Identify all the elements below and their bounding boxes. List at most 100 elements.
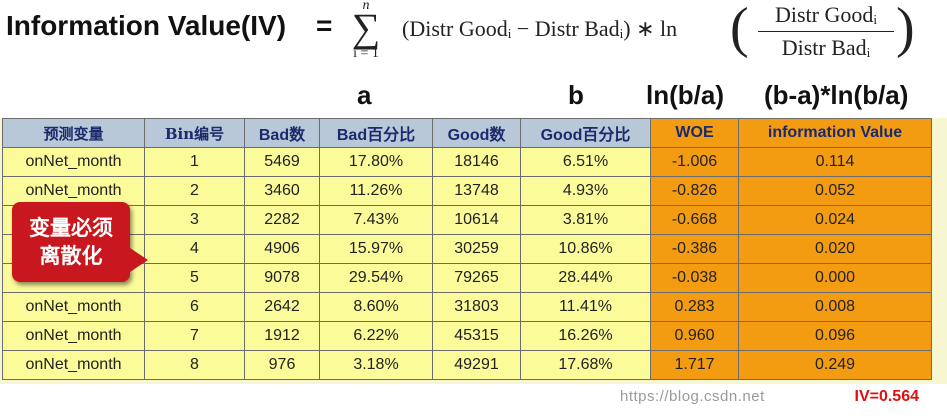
cell-variable: onNet_month: [2, 321, 145, 351]
cell-good-count: 49291: [432, 350, 521, 380]
cell-bad-pct: 6.22%: [319, 321, 433, 351]
header-bad-pct: Bad百分比: [319, 118, 433, 148]
cell-good-pct: 17.68%: [520, 350, 651, 380]
cell-bad-pct: 29.54%: [319, 263, 433, 293]
table-row: onNet_month 8 976 3.18% 49291 17.68% 1.7…: [2, 350, 932, 380]
cell-bin: 6: [144, 292, 245, 322]
cell-good-pct: 6.51%: [520, 147, 651, 177]
formula-term: (Distr Goodᵢ − Distr Badᵢ) ∗ ln: [402, 16, 678, 41]
sigma-symbol: ∑: [351, 5, 381, 50]
cell-woe: 1.717: [650, 350, 739, 380]
header-bad-count: Bad数: [244, 118, 320, 148]
cell-good-count: 18146: [432, 147, 521, 177]
cell-iv: 0.024: [738, 205, 932, 235]
cell-woe: -0.668: [650, 205, 739, 235]
cell-iv: 0.020: [738, 234, 932, 264]
cell-bin: 1: [144, 147, 245, 177]
callout-line-1: 变量必须: [29, 216, 113, 240]
cell-bin: 4: [144, 234, 245, 264]
cell-good-count: 79265: [432, 263, 521, 293]
header-information-value: information Value: [738, 118, 932, 148]
cell-good-pct: 11.41%: [520, 292, 651, 322]
header-bin: Bin编号: [144, 118, 245, 148]
cell-bad-count: 9078: [244, 263, 320, 293]
fraction-numerator: Distr Goodᵢ: [758, 2, 894, 32]
formula-lparen: (: [730, 0, 749, 59]
callout-discretize: 变量必须 离散化: [12, 202, 148, 282]
cell-bad-pct: 8.60%: [319, 292, 433, 322]
cell-bad-count: 2282: [244, 205, 320, 235]
table-row: onNet_month 6 2642 8.60% 31803 11.41% 0.…: [2, 292, 932, 322]
iv-total-row: [0, 384, 947, 419]
summation-upper: n: [362, 0, 370, 13]
cell-woe: -0.386: [650, 234, 739, 264]
equals-sign: =: [316, 10, 333, 41]
cell-variable: onNet_month: [2, 147, 145, 177]
cell-bin: 8: [144, 350, 245, 380]
cell-good-count: 31803: [432, 292, 521, 322]
cell-bad-pct: 3.18%: [319, 350, 433, 380]
cell-iv: 0.052: [738, 176, 932, 206]
annotation-ln: ln(b/a): [646, 80, 724, 110]
cell-bad-count: 976: [244, 350, 320, 380]
cell-good-count: 45315: [432, 321, 521, 351]
cell-bad-pct: 17.80%: [319, 147, 433, 177]
cell-good-count: 10614: [432, 205, 521, 235]
iv-total: IV=0.564: [854, 388, 920, 405]
table-row: onNet_month 1 5469 17.80% 18146 6.51% -1…: [2, 147, 932, 177]
header-good-count: Good数: [432, 118, 521, 148]
cell-woe: -0.038: [650, 263, 739, 293]
fraction-denominator: Distr Badᵢ: [781, 35, 871, 60]
annotation-b: b: [568, 80, 584, 110]
header-variable: 预测变量: [2, 118, 145, 148]
cell-good-pct: 4.93%: [520, 176, 651, 206]
cell-bad-count: 3460: [244, 176, 320, 206]
formula-rparen: ): [896, 0, 915, 59]
cell-iv: 0.096: [738, 321, 932, 351]
cell-bad-count: 2642: [244, 292, 320, 322]
cell-bad-count: 5469: [244, 147, 320, 177]
cell-bad-pct: 7.43%: [319, 205, 433, 235]
cell-woe: -0.826: [650, 176, 739, 206]
cell-variable: onNet_month: [2, 350, 145, 380]
cell-iv: 0.008: [738, 292, 932, 322]
cell-good-pct: 28.44%: [520, 263, 651, 293]
cell-good-count: 13748: [432, 176, 521, 206]
cell-woe: -1.006: [650, 147, 739, 177]
cell-bad-pct: 11.26%: [319, 176, 433, 206]
cell-iv: 0.249: [738, 350, 932, 380]
watermark: https://blog.csdn.net: [620, 388, 765, 405]
callout-line-2: 离散化: [39, 244, 103, 268]
cell-bad-count: 1912: [244, 321, 320, 351]
table-row: onNet_month 7 1912 6.22% 45315 16.26% 0.…: [2, 321, 932, 351]
cell-good-pct: 16.26%: [520, 321, 651, 351]
formula-fraction: Distr Goodᵢ Distr Badᵢ: [758, 2, 894, 61]
cell-variable: onNet_month: [2, 176, 145, 206]
cell-good-pct: 10.86%: [520, 234, 651, 264]
page-title: Information Value(IV): [6, 10, 287, 41]
cell-iv: 0.000: [738, 263, 932, 293]
iv-table: 预测变量 Bin编号 Bad数 Bad百分比 Good数 Good百分比 WOE…: [2, 118, 932, 380]
table-header-row: 预测变量 Bin编号 Bad数 Bad百分比 Good数 Good百分比 WOE…: [2, 118, 932, 148]
table-row: 5 9078 29.54% 79265 28.44% -0.038 0.000: [2, 263, 932, 293]
cell-bin: 5: [144, 263, 245, 293]
table-row: onNet_month 2 3460 11.26% 13748 4.93% -0…: [2, 176, 932, 206]
cell-good-pct: 3.81%: [520, 205, 651, 235]
cell-good-count: 30259: [432, 234, 521, 264]
summation-lower: i = 1: [353, 46, 379, 61]
annotation-a: a: [357, 80, 372, 110]
cell-bad-count: 4906: [244, 234, 320, 264]
header-woe: WOE: [650, 118, 739, 148]
cell-bad-pct: 15.97%: [319, 234, 433, 264]
callout-arrow: [130, 248, 148, 272]
cell-woe: 0.960: [650, 321, 739, 351]
header-good-pct: Good百分比: [520, 118, 651, 148]
table-row: 3 2282 7.43% 10614 3.81% -0.668 0.024: [2, 205, 932, 235]
cell-bin: 7: [144, 321, 245, 351]
cell-variable: onNet_month: [2, 292, 145, 322]
cell-bin: 3: [144, 205, 245, 235]
cell-woe: 0.283: [650, 292, 739, 322]
cell-bin: 2: [144, 176, 245, 206]
annotation-b-minus-a-ln: (b-a)*ln(b/a): [764, 80, 909, 110]
cell-iv: 0.114: [738, 147, 932, 177]
